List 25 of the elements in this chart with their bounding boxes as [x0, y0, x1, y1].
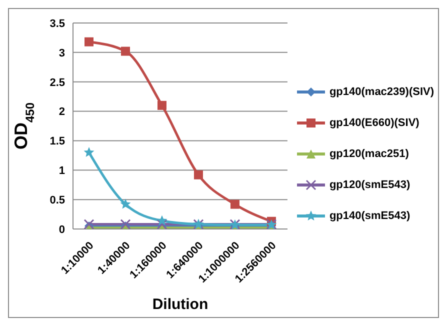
- point: [120, 198, 131, 209]
- y-tick-label: 3: [58, 47, 65, 60]
- point: [230, 200, 240, 209]
- legend-label: gp140(mac239)(SIV): [329, 86, 434, 98]
- y-tick-label: 0.5: [50, 194, 65, 206]
- legend-label: gp140(E660)(SIV): [329, 116, 420, 128]
- y-tick-label: 1.5: [50, 136, 65, 148]
- point: [156, 219, 168, 229]
- point: [84, 146, 94, 157]
- legend-label: gp120(mac251): [329, 148, 409, 160]
- point: [84, 219, 94, 229]
- point: [120, 219, 131, 229]
- y-tick-label: 1: [58, 165, 65, 178]
- point: [120, 46, 130, 56]
- y-tick-label: 2.5: [50, 76, 65, 89]
- point: [194, 170, 203, 180]
- x-axis-title: Dilution: [152, 296, 208, 313]
- point: [84, 37, 94, 46]
- point: [156, 215, 168, 226]
- y-tick-label: 3.5: [50, 18, 65, 30]
- point: [157, 100, 166, 110]
- legend-label: gp140(smE543): [329, 210, 410, 222]
- legend-label: gp120(smE543): [329, 178, 410, 190]
- y-tick-label: 2: [58, 106, 65, 118]
- y-tick-label: 0: [58, 224, 65, 236]
